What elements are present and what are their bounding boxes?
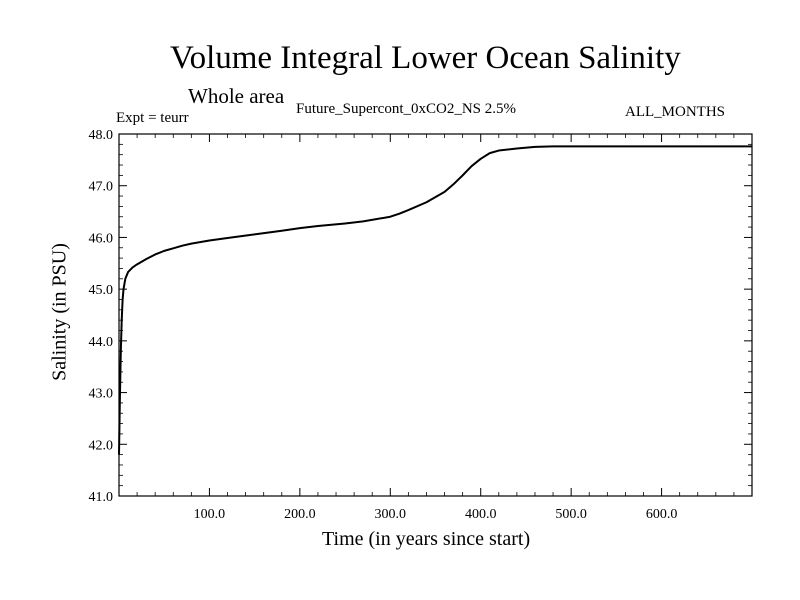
y-tick-label: 46.0	[89, 231, 114, 246]
y-tick-label: 47.0	[89, 180, 114, 195]
y-tick-label: 41.0	[89, 490, 114, 505]
chart-title: Volume Integral Lower Ocean Salinity	[170, 40, 681, 76]
y-tick-label: 42.0	[89, 438, 114, 453]
x-tick-label: 400.0	[465, 507, 497, 522]
x-tick-label: 200.0	[284, 507, 316, 522]
plot-frame	[118, 133, 753, 497]
y-tick-label: 48.0	[89, 128, 114, 143]
x-tick-label: 100.0	[194, 507, 226, 522]
y-tick-label: 44.0	[89, 335, 114, 350]
series-line-0	[118, 145, 752, 455]
x-tick-label: 500.0	[555, 507, 587, 522]
experiment-label: Future_Supercont_0xCO2_NS 2.5%	[296, 101, 516, 117]
y-tick-label: 43.0	[89, 387, 114, 402]
chart-subtitle: Whole area	[188, 84, 285, 108]
x-tick-label: 600.0	[646, 507, 678, 522]
x-axis-label: Time (in years since start)	[322, 528, 531, 550]
x-tick-label: 300.0	[375, 507, 407, 522]
y-tick-label: 45.0	[89, 283, 114, 298]
months-label: ALL_MONTHS	[625, 104, 725, 120]
expt-label: Expt = teurr	[116, 110, 189, 126]
